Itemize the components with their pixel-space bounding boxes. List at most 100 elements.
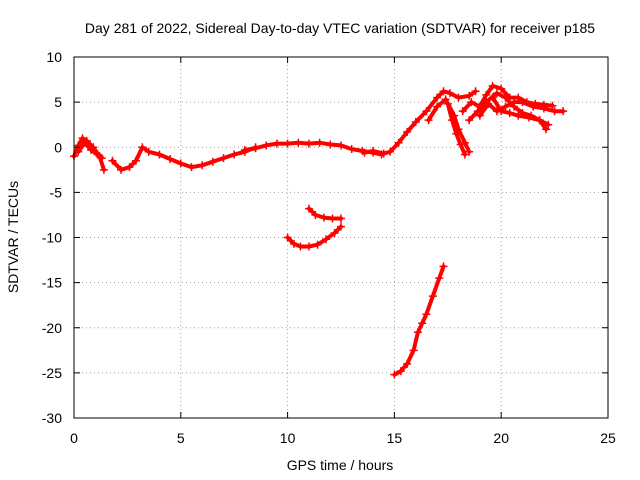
data-point xyxy=(360,148,369,157)
data-point xyxy=(548,101,557,110)
data-point xyxy=(138,143,147,152)
data-point xyxy=(445,89,454,98)
data-point xyxy=(539,104,548,113)
data-point xyxy=(187,163,196,172)
data-point xyxy=(315,138,324,147)
data-point xyxy=(328,214,337,223)
data-point xyxy=(501,102,510,111)
data-point xyxy=(403,359,412,368)
data-point xyxy=(524,113,533,122)
x-tick-label: 15 xyxy=(387,430,403,446)
data-point xyxy=(272,139,281,148)
data-point xyxy=(428,292,437,301)
data-point xyxy=(125,163,134,172)
y-axis-title: SDTVAR / TECUs xyxy=(5,181,21,293)
data-point xyxy=(471,87,480,96)
data-point xyxy=(144,147,153,156)
data-point xyxy=(514,111,523,120)
data-point xyxy=(535,116,544,125)
data-point xyxy=(465,147,474,156)
data-point xyxy=(505,108,514,117)
data-point xyxy=(488,81,497,90)
data-point xyxy=(80,138,89,147)
data-point xyxy=(198,161,207,170)
data-point xyxy=(208,157,217,166)
data-point xyxy=(166,154,175,163)
y-tick-label: -10 xyxy=(42,230,62,246)
data-point xyxy=(439,262,448,271)
data-point xyxy=(319,213,328,222)
data-point xyxy=(441,95,450,104)
data-point xyxy=(108,156,117,165)
data-point xyxy=(99,165,108,174)
x-tick-label: 0 xyxy=(70,430,78,446)
data-point xyxy=(482,90,491,99)
data-point xyxy=(510,98,519,107)
x-tick-label: 10 xyxy=(280,430,296,446)
data-point xyxy=(473,107,482,116)
data-point xyxy=(403,127,412,136)
data-point xyxy=(87,145,96,154)
data-point xyxy=(448,116,457,125)
chart-title: Day 281 of 2022, Sidereal Day-to-day VTE… xyxy=(85,20,595,36)
data-point xyxy=(337,141,345,150)
data-point xyxy=(337,214,345,223)
y-tick-label: 0 xyxy=(54,139,62,155)
data-point xyxy=(488,93,497,102)
data-point xyxy=(559,107,568,116)
data-point xyxy=(176,159,185,168)
data-point xyxy=(93,150,102,159)
data-point xyxy=(290,239,299,248)
data-point xyxy=(460,150,469,159)
data-point xyxy=(294,138,303,147)
data-point xyxy=(304,204,313,213)
data-point xyxy=(422,107,431,116)
data-point xyxy=(497,107,506,116)
y-tick-label: -15 xyxy=(42,275,62,291)
data-point xyxy=(131,156,140,165)
data-point xyxy=(78,134,87,143)
data-point xyxy=(394,138,403,147)
data-point xyxy=(326,140,335,149)
data-point xyxy=(116,165,125,174)
series-arc-10 xyxy=(477,100,566,118)
data-point xyxy=(501,93,510,102)
x-tick-label: 25 xyxy=(600,430,616,446)
data-point xyxy=(424,116,433,125)
data-point xyxy=(219,154,228,163)
data-point xyxy=(97,154,106,163)
data-point xyxy=(411,117,420,126)
data-point xyxy=(465,116,474,125)
data-point xyxy=(456,140,465,149)
y-tick-label: -20 xyxy=(42,320,62,336)
data-point xyxy=(311,210,320,219)
data-point xyxy=(413,328,422,337)
data-point xyxy=(433,102,442,111)
data-point xyxy=(418,319,427,328)
data-point xyxy=(74,147,83,156)
y-tick-label: -30 xyxy=(42,410,62,426)
x-tick-label: 5 xyxy=(177,430,185,446)
data-point xyxy=(443,99,452,108)
x-axis-title: GPS time / hours xyxy=(287,457,394,473)
data-point xyxy=(379,149,388,158)
data-point xyxy=(240,145,249,154)
y-tick-label: -5 xyxy=(50,184,63,200)
series-arc-3 xyxy=(110,145,258,172)
data-point xyxy=(304,139,313,148)
data-point xyxy=(386,147,395,156)
data-point xyxy=(518,98,527,107)
y-tick-label: 5 xyxy=(54,94,62,110)
data-series xyxy=(70,81,568,379)
axis-ticks: 0 5 10 15 20 25 -30 -25 -20 -15 -10 -5 0 5 10 xyxy=(42,49,616,446)
data-point xyxy=(550,107,559,116)
data-point xyxy=(230,150,239,159)
data-point xyxy=(390,370,399,379)
data-point xyxy=(529,102,538,111)
series-arc-14 xyxy=(392,264,446,377)
data-point xyxy=(347,145,356,154)
data-point xyxy=(262,141,271,150)
data-point xyxy=(439,87,448,96)
data-point xyxy=(492,89,501,98)
